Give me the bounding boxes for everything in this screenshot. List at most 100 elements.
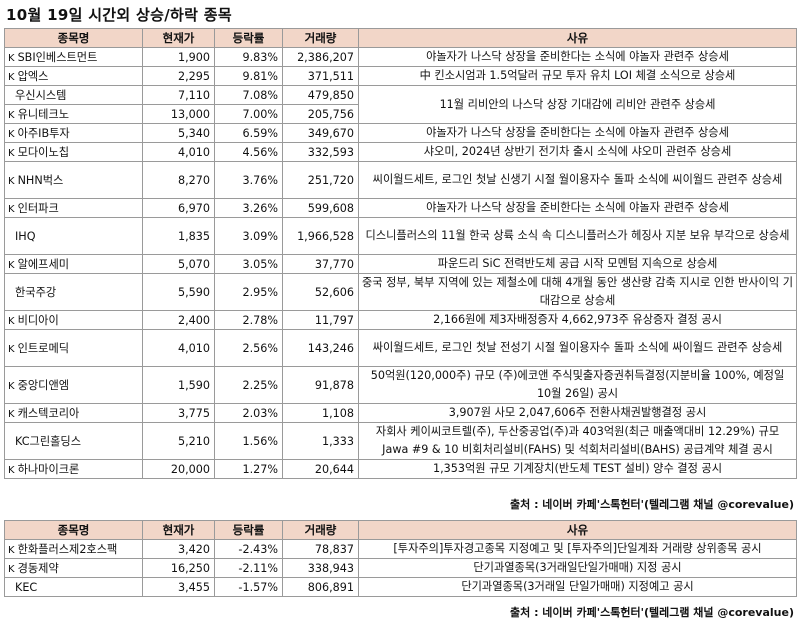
price-cell: 8,270 xyxy=(142,161,215,199)
reason-cell: [투자주의]투자경고종목 지정예고 및 [투자주의]단일계좌 거래량 상위종목 … xyxy=(358,539,797,559)
change-cell: 3.05% xyxy=(214,254,283,274)
price-cell: 3,455 xyxy=(142,577,215,597)
stock-name: 캐스텍코리아 xyxy=(17,407,80,420)
volume-cell: 806,891 xyxy=(282,577,359,597)
stock-name-cell: KC그린홀딩스 xyxy=(4,422,143,460)
market-mark: K xyxy=(8,204,15,215)
stock-name-cell: K 모다이노칩 xyxy=(4,142,143,162)
stock-name: 경동제약 xyxy=(17,562,59,575)
market-mark: K xyxy=(8,344,15,355)
stock-name-cell: KEC xyxy=(4,577,143,597)
volume-cell: 332,593 xyxy=(282,142,359,162)
market-mark: K xyxy=(8,110,15,121)
stock-name-cell: IHQ xyxy=(4,217,143,255)
change-cell: 1.56% xyxy=(214,422,283,460)
change-cell: 2.03% xyxy=(214,403,283,423)
stock-name-cell: 우신시스템 xyxy=(4,85,143,105)
table-row: K 유니테크노 13,000 7.00% 205,756 xyxy=(4,104,797,124)
stock-name: SBI인베스트먼트 xyxy=(17,51,98,64)
stock-name: 중앙디앤엠 xyxy=(17,379,70,392)
volume-cell: 1,333 xyxy=(282,422,359,460)
change-cell: 2.78% xyxy=(214,310,283,330)
page-title: 10월 19일 시간외 상승/하락 종목 xyxy=(6,6,232,24)
volume-cell: 91,878 xyxy=(282,366,359,404)
stock-name: 우신시스템 xyxy=(15,89,67,102)
change-cell: 7.00% xyxy=(214,104,283,124)
reason-cell: 야놀자가 나스닥 상장을 준비한다는 소식에 야놀자 관련주 상승세 xyxy=(358,123,797,143)
change-cell: 9.81% xyxy=(214,66,283,86)
volume-cell: 599,608 xyxy=(282,198,359,218)
volume-cell: 371,511 xyxy=(282,66,359,86)
volume-cell: 2,386,207 xyxy=(282,47,359,67)
stock-name-cell: K 알에프세미 xyxy=(4,254,143,274)
stock-name: 압엑스 xyxy=(17,70,49,83)
price-cell: 5,340 xyxy=(142,123,215,143)
market-mark: K xyxy=(8,129,15,140)
reason-cell: 단기과열종목(3거래일 단일가매매) 지정예고 공시 xyxy=(358,577,797,597)
table-row: K 모다이노칩 4,010 4.56% 332,593 샤오미, 2024년 상반… xyxy=(4,142,797,162)
source-note: 출처 : 네이버 카페'스톡헌터'(텔레그램 채널 @corevalue) xyxy=(510,606,794,619)
reason-cell: 야놀자가 나스닥 상장을 준비한다는 소식에 야놀자 관련주 상승세 xyxy=(358,198,797,218)
stock-name: IHQ xyxy=(15,229,36,243)
reason-cell: 50억원(120,000주) 규모 (주)에코앤 주식및출자증권취득결정(지분비… xyxy=(358,366,797,404)
reason-cell: 씨이월드세트, 로그인 첫날 신생기 시절 월이용자수 돌파 소식에 씨이월드 … xyxy=(358,161,797,199)
reason-cell: 파운드리 SiC 전력반도체 공급 시작 모멘텀 지속으로 상승세 xyxy=(358,254,797,274)
table-row: 한국주강 5,590 2.95% 52,606 중국 정부, 북부 지역에 있는… xyxy=(4,273,797,311)
volume-cell: 251,720 xyxy=(282,161,359,199)
change-cell: 3.09% xyxy=(214,217,283,255)
volume-cell: 1,108 xyxy=(282,403,359,423)
stock-name-cell: K 인트로메딕 xyxy=(4,329,143,367)
volume-cell: 52,606 xyxy=(282,273,359,311)
stock-name: 하나마이크론 xyxy=(17,463,80,476)
volume-cell: 37,770 xyxy=(282,254,359,274)
reason-cell: 자회사 케이씨코트렐(주), 두산중공업(주)과 403억원(최근 매출액대비 … xyxy=(358,422,797,460)
change-cell: 7.08% xyxy=(214,85,283,105)
table-row: 우신시스템 7,110 7.08% 479,850 11월 리비안의 나스닥 상… xyxy=(4,85,797,124)
header-reason: 사유 xyxy=(358,28,797,48)
market-mark: K xyxy=(8,564,15,575)
header-price: 현재가 xyxy=(142,520,215,540)
table-row: KEC 3,455 -1.57% 806,891 단기과열종목(3거래일 단일가… xyxy=(4,577,797,597)
stock-name-cell: K NHN벅스 xyxy=(4,161,143,199)
change-cell: 4.56% xyxy=(214,142,283,162)
reason-cell: 싸이월드세트, 로그인 첫날 전성기 시절 월이용자수 돌파 소식에 싸이월드 … xyxy=(358,329,797,367)
stock-name: 비디아이 xyxy=(17,314,59,327)
table-row: K 캐스텍코리아 3,775 2.03% 1,108 3,907원 사모 2,04… xyxy=(4,403,797,423)
reason-cell: 단기과열종목(3거래일단일가매매) 지정 공시 xyxy=(358,558,797,578)
table-row: K NHN벅스 8,270 3.76% 251,720 씨이월드세트, 로그인 첫… xyxy=(4,161,797,199)
volume-cell: 78,837 xyxy=(282,539,359,559)
price-cell: 6,970 xyxy=(142,198,215,218)
header-price: 현재가 xyxy=(142,28,215,48)
fall-header-row: 종목명 현재가 등락률 거래량 사유 xyxy=(4,520,797,540)
stock-name: NHN벅스 xyxy=(17,174,64,187)
volume-cell: 143,246 xyxy=(282,329,359,367)
market-mark: K xyxy=(8,465,15,476)
table-row: K 인트로메딕 4,010 2.56% 143,246 싸이월드세트, 로그인 첫… xyxy=(4,329,797,367)
table-row: K 인터파크 6,970 3.26% 599,608 야놀자가 나스닥 상장을 준… xyxy=(4,198,797,218)
volume-cell: 479,850 xyxy=(282,85,359,105)
reason-cell: 야놀자가 나스닥 상장을 준비한다는 소식에 야놀자 관련주 상승세 xyxy=(358,47,797,67)
market-mark: K xyxy=(8,148,15,159)
reason-cell: 1,353억원 규모 기계장치(반도체 TEST 설비) 양수 결정 공시 xyxy=(358,459,797,479)
header-change: 등락률 xyxy=(214,28,283,48)
stock-name: 인트로메딕 xyxy=(17,342,70,355)
table-row: K 알에프세미 5,070 3.05% 37,770 파운드리 SiC 전력반도체… xyxy=(4,254,797,274)
price-cell: 1,590 xyxy=(142,366,215,404)
volume-cell: 1,966,528 xyxy=(282,217,359,255)
market-mark: K xyxy=(8,53,15,64)
table-row: K SBI인베스트먼트 1,900 9.83% 2,386,207 야놀자가 나스… xyxy=(4,47,797,67)
reason-cell: 中 킨소시엄과 1.5억달러 규모 투자 유치 LOI 체결 소식으로 상승세 xyxy=(358,66,797,86)
header-reason: 사유 xyxy=(358,520,797,540)
change-cell: -2.43% xyxy=(214,539,283,559)
reason-cell: 3,907원 사모 2,047,606주 전환사채권발행결정 공시 xyxy=(358,403,797,423)
stock-name-cell: K 중앙디앤엠 xyxy=(4,366,143,404)
volume-cell: 11,797 xyxy=(282,310,359,330)
stock-name-cell: K 비디아이 xyxy=(4,310,143,330)
stock-name: 모다이노칩 xyxy=(17,146,70,159)
stock-name-cell: K 아주IB투자 xyxy=(4,123,143,143)
change-cell: 1.27% xyxy=(214,459,283,479)
stock-name-cell: K 한화플러스제2호스팩 xyxy=(4,539,143,559)
change-cell: -2.11% xyxy=(214,558,283,578)
price-cell: 2,400 xyxy=(142,310,215,330)
table-row: K 중앙디앤엠 1,590 2.25% 91,878 50억원(120,000주)… xyxy=(4,366,797,404)
